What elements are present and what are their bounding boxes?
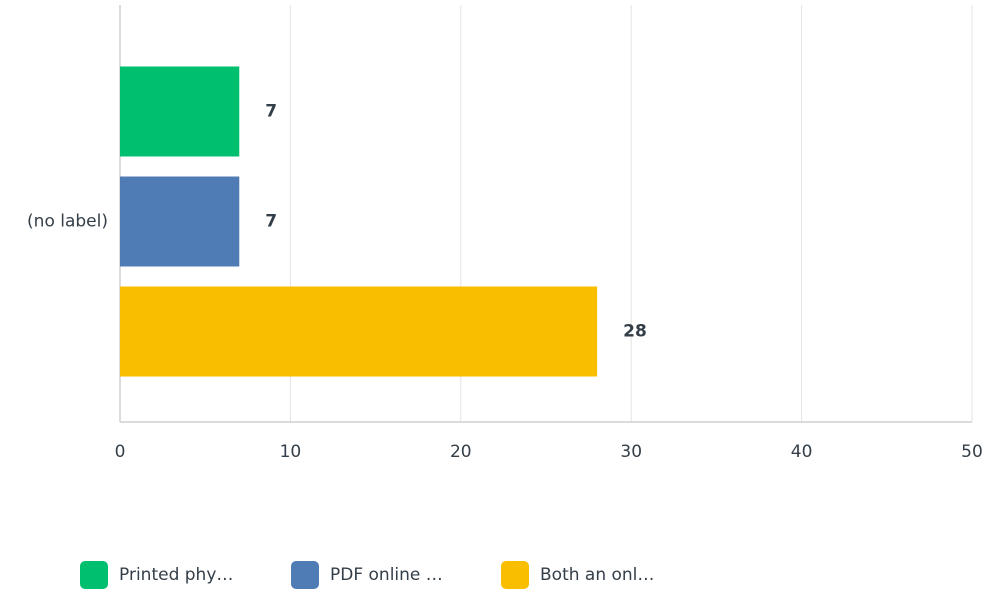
x-tick-label: 50 [961, 442, 983, 462]
x-tick-label: 0 [115, 442, 126, 462]
y-tick-label: (no label) [27, 212, 108, 232]
data-label: 7 [265, 212, 277, 232]
bar [120, 286, 598, 377]
legend-swatch [501, 561, 529, 589]
x-tick-label: 40 [791, 442, 813, 462]
x-tick-label: 10 [280, 442, 302, 462]
data-label: 28 [623, 322, 647, 342]
legend-label: Both an onl… [540, 565, 654, 585]
legend-label: Printed phy… [119, 565, 233, 585]
x-tick-label: 20 [450, 442, 472, 462]
bar [120, 66, 240, 157]
legend-label: PDF online … [330, 565, 443, 585]
legend-swatch [291, 561, 319, 589]
data-label: 7 [265, 102, 277, 122]
legend-swatch [80, 561, 108, 589]
x-tick-label: 30 [620, 442, 642, 462]
bar [120, 176, 240, 267]
